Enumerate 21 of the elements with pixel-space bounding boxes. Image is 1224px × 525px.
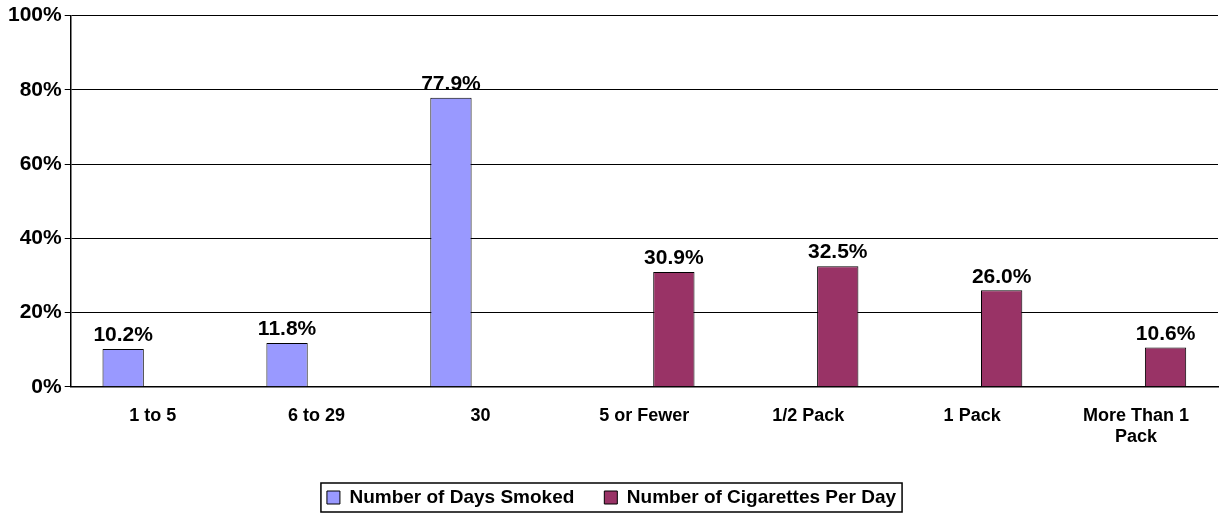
y-tick-label: 40% [19,225,63,249]
x-tick-label: 1 to 5 [129,404,177,425]
x-tick-label: 1 Pack [943,404,1002,425]
x-tick-label: 30 [470,404,491,425]
y-tick-label: 20% [19,299,63,323]
data-label: 32.5% [807,239,868,263]
data-label: 10.2% [93,322,154,346]
data-label: 11.8% [257,316,317,340]
x-tick-label: More Than 1 Pack [1083,404,1190,447]
data-label: 26.0% [971,263,1032,287]
data-label: 10.6% [1135,320,1196,344]
x-tick-label: 5 or Fewer [599,404,690,425]
legend-label: Number of Cigarettes Per Day [626,485,897,507]
data-label: 30.9% [644,245,704,269]
y-tick-label: 0% [31,373,63,397]
y-tick-label: 100% [7,2,63,26]
legend-label: Number of Days Smoked [349,485,575,507]
y-tick-label: 80% [19,76,63,100]
y-tick-label: 60% [19,150,63,174]
x-tick-label: 6 to 29 [288,404,346,425]
x-tick-label: 1/2 Pack [772,404,846,425]
